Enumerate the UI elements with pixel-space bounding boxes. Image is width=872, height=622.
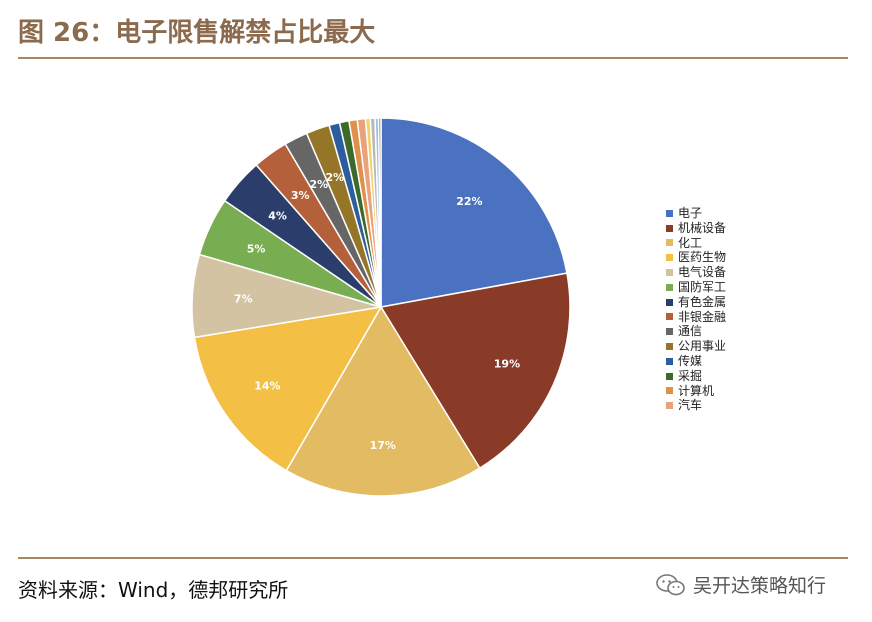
legend-item-6: 有色金属 bbox=[666, 295, 726, 310]
legend-swatch-5 bbox=[666, 283, 673, 291]
pie-data-label-6: 4% bbox=[268, 210, 287, 223]
legend-swatch-7 bbox=[666, 313, 673, 321]
legend-item-0: 电子 bbox=[666, 206, 726, 221]
legend-label-0: 电子 bbox=[678, 206, 703, 220]
top-divider bbox=[18, 57, 848, 59]
pie-data-label-1: 19% bbox=[494, 357, 520, 370]
legend-swatch-2 bbox=[666, 239, 673, 247]
legend-label-3: 医药生物 bbox=[678, 250, 727, 265]
legend-label-5: 国防军工 bbox=[678, 279, 727, 294]
pie-slice-2 bbox=[285, 305, 481, 497]
pie-data-label-2: 17% bbox=[370, 439, 396, 452]
legend-swatch-8 bbox=[666, 328, 673, 336]
pie-data-label-3: 14% bbox=[254, 379, 280, 392]
legend-item-12: 计算机 bbox=[666, 384, 726, 399]
legend-item-7: 非银金融 bbox=[666, 310, 726, 325]
watermark: 吴开达策略知行 bbox=[655, 571, 826, 598]
legend-label-12: 计算机 bbox=[678, 383, 715, 398]
legend-item-13: 汽车 bbox=[666, 398, 726, 413]
legend-item-11: 采掘 bbox=[666, 369, 726, 384]
legend-label-10: 传媒 bbox=[678, 353, 703, 368]
legend-item-1: 机械设备 bbox=[666, 221, 726, 236]
legend-label-13: 汽车 bbox=[678, 398, 703, 413]
legend-swatch-6 bbox=[666, 298, 673, 306]
legend-swatch-10 bbox=[666, 357, 673, 365]
legend-swatch-13 bbox=[666, 402, 673, 410]
figure-title: 图 26：电子限售解禁占比最大 bbox=[18, 18, 376, 48]
legend-label-8: 通信 bbox=[678, 324, 703, 339]
legend-label-6: 有色金属 bbox=[678, 294, 727, 309]
pie-data-label-0: 22% bbox=[456, 195, 482, 208]
legend-label-4: 电气设备 bbox=[678, 265, 727, 280]
legend-swatch-9 bbox=[666, 343, 673, 351]
pie-slice-1 bbox=[379, 272, 571, 470]
legend-item-8: 通信 bbox=[666, 324, 726, 339]
pie-slice-0 bbox=[380, 117, 568, 308]
legend-label-9: 公用事业 bbox=[678, 339, 727, 354]
legend-item-10: 传媒 bbox=[666, 354, 726, 369]
watermark-text: 吴开达策略知行 bbox=[693, 575, 827, 597]
chart-legend: 电子 机械设备 化工 医药生物 电气设备 国防军工 有色金属 非银金融 通信 公用事业 传媒 采掘 计算… bbox=[666, 206, 726, 413]
legend-swatch-0 bbox=[666, 209, 673, 217]
legend-item-2: 化工 bbox=[666, 236, 726, 251]
pie-data-label-7: 3% bbox=[291, 189, 310, 202]
pie-data-label-4: 7% bbox=[234, 293, 253, 306]
source-note: 资料来源：Wind，德邦研究所 bbox=[18, 578, 289, 602]
legend-item-3: 医药生物 bbox=[666, 250, 726, 265]
wechat-icon bbox=[656, 573, 685, 595]
legend-swatch-1 bbox=[666, 224, 673, 232]
legend-swatch-12 bbox=[666, 387, 673, 395]
pie-slice-3 bbox=[193, 306, 383, 472]
legend-item-5: 国防军工 bbox=[666, 280, 726, 295]
pie-data-label-8: 2% bbox=[309, 178, 328, 191]
bottom-divider bbox=[18, 557, 848, 559]
legend-swatch-4 bbox=[666, 269, 673, 277]
pie-slice-17 bbox=[377, 117, 382, 308]
legend-label-2: 化工 bbox=[678, 235, 703, 250]
legend-item-4: 电气设备 bbox=[666, 265, 726, 280]
legend-item-9: 公用事业 bbox=[666, 339, 726, 354]
legend-label-7: 非银金融 bbox=[678, 309, 727, 324]
legend-label-1: 机械设备 bbox=[678, 220, 727, 235]
legend-label-11: 采掘 bbox=[678, 368, 703, 383]
pie-data-label-9: 2% bbox=[325, 171, 344, 184]
legend-swatch-3 bbox=[666, 254, 673, 262]
pie-data-label-5: 5% bbox=[247, 242, 266, 255]
legend-swatch-11 bbox=[666, 372, 673, 380]
